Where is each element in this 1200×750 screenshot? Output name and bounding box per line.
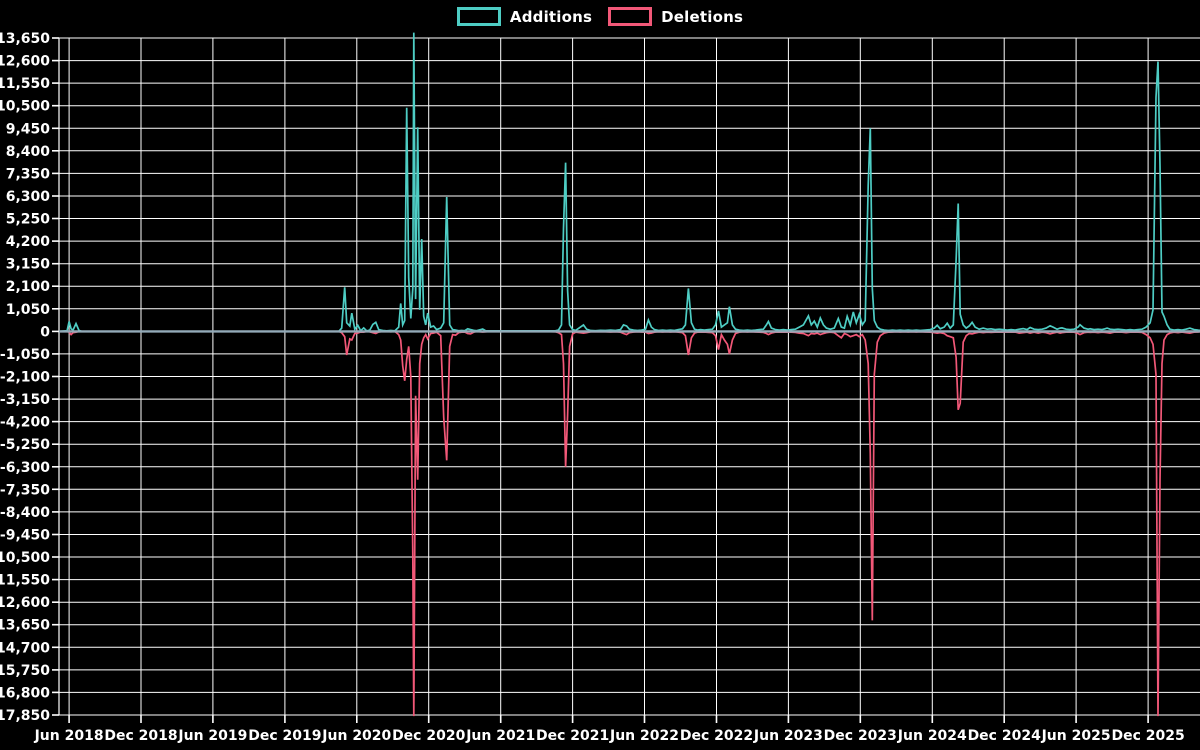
y-tick-label: -16,800 [0, 685, 50, 701]
x-tick-label: Dec 2023 [824, 728, 897, 744]
x-tick-label: Dec 2022 [680, 728, 753, 744]
x-tick-label: Dec 2019 [248, 728, 321, 744]
legend-deletions-label: Deletions [661, 7, 744, 26]
y-tick-label: -4,200 [0, 415, 50, 431]
x-tick-label: Jun 2024 [897, 728, 967, 744]
y-tick-label: 11,550 [0, 76, 50, 92]
legend-item-deletions[interactable]: Deletions [608, 7, 743, 26]
chart-legend: Additions Deletions [0, 7, 1200, 26]
y-tick-label: 8,400 [6, 144, 51, 160]
x-tick-label: Dec 2025 [1111, 728, 1184, 744]
y-tick-label: -13,650 [0, 618, 50, 634]
y-tick-label: 7,350 [6, 166, 51, 182]
x-tick-label: Jun 2018 [34, 728, 104, 744]
y-tick-label: -15,750 [0, 663, 50, 679]
y-tick-label: 10,500 [0, 99, 50, 115]
y-tick-label: 2,100 [6, 279, 51, 295]
additions-line [59, 32, 1200, 333]
y-tick-label: -7,350 [0, 482, 50, 498]
y-tick-label: -17,850 [0, 708, 50, 724]
additions-swatch-icon [456, 7, 501, 26]
x-tick-label: Jun 2022 [609, 728, 679, 744]
y-tick-label: 4,200 [6, 234, 51, 250]
y-tick-label: -12,600 [0, 595, 50, 611]
x-tick-label: Jun 2025 [1041, 728, 1111, 744]
legend-additions-label: Additions [509, 7, 593, 26]
y-tick-label: -14,700 [0, 640, 50, 656]
x-tick-label: Dec 2024 [968, 728, 1042, 744]
x-tick-label: Dec 2021 [536, 728, 609, 744]
y-tick-label: -1,050 [0, 347, 50, 363]
y-tick-label: -3,150 [0, 392, 50, 408]
x-tick-label: Jun 2020 [321, 728, 391, 744]
y-tick-label: 0 [40, 324, 50, 340]
y-tick-label: -6,300 [0, 460, 50, 476]
y-tick-label: -11,550 [0, 573, 50, 589]
y-tick-label: 6,300 [6, 189, 51, 205]
x-tick-label: Jun 2019 [177, 728, 247, 744]
y-tick-label: 13,650 [0, 31, 50, 47]
y-tick-label: -5,250 [0, 437, 50, 453]
y-tick-label: 5,250 [6, 212, 51, 228]
x-tick-label: Jun 2021 [465, 728, 535, 744]
deletions-line [59, 330, 1200, 717]
y-tick-label: 12,600 [0, 54, 50, 70]
x-tick-label: Dec 2018 [104, 728, 177, 744]
y-tick-label: -2,100 [0, 370, 50, 386]
deletions-swatch-icon [608, 7, 653, 26]
y-tick-label: -10,500 [0, 550, 50, 566]
y-tick-label: -9,450 [0, 528, 50, 544]
y-tick-label: 3,150 [6, 257, 51, 273]
y-tick-label: 9,450 [6, 121, 51, 137]
y-tick-label: 1,050 [6, 302, 51, 318]
y-tick-label: -8,400 [0, 505, 50, 521]
x-tick-label: Jun 2023 [753, 728, 823, 744]
x-tick-label: Dec 2020 [392, 728, 466, 744]
legend-item-additions[interactable]: Additions [456, 7, 593, 26]
